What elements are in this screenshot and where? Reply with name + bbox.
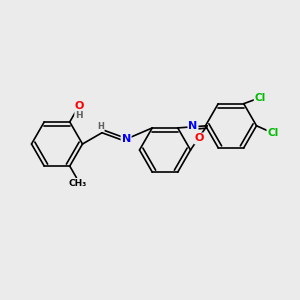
Text: O: O: [195, 134, 204, 143]
Text: H: H: [75, 111, 83, 120]
Text: N: N: [122, 134, 131, 144]
Text: O: O: [74, 101, 84, 111]
Text: Cl: Cl: [267, 128, 279, 138]
Text: CH₃: CH₃: [69, 179, 87, 188]
Text: H: H: [97, 122, 104, 131]
Text: Cl: Cl: [255, 93, 266, 103]
Text: N: N: [188, 121, 198, 131]
